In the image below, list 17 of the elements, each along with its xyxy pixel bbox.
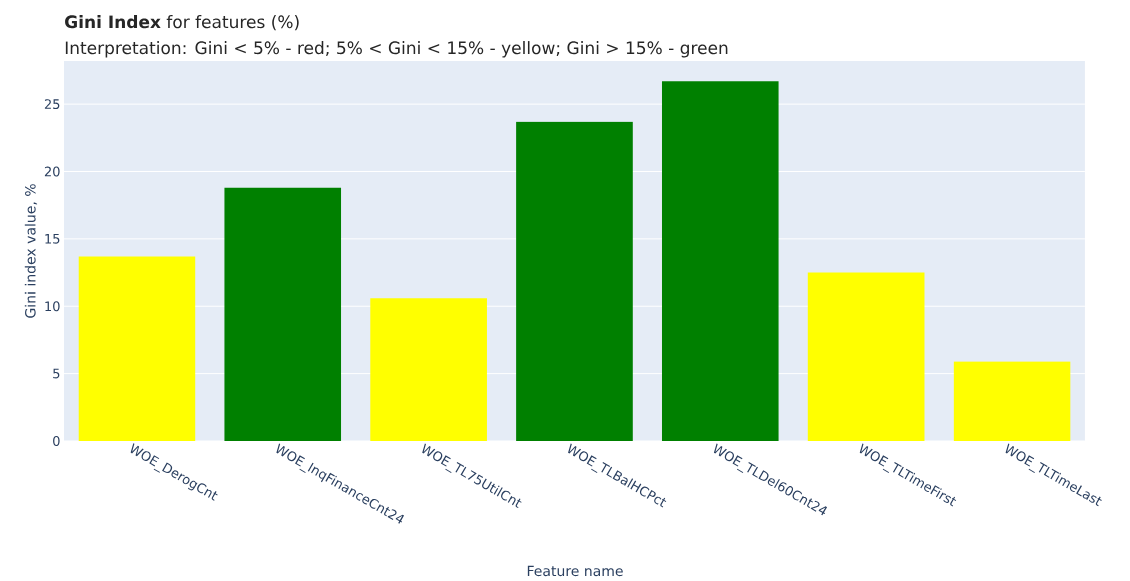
y-tick-label: 25 bbox=[44, 99, 60, 110]
y-axis-title: Gini index value, % bbox=[24, 184, 38, 318]
y-tick-label: 15 bbox=[45, 234, 60, 244]
y-tick-label: 0 bbox=[53, 436, 60, 446]
x-axis-title: Feature name bbox=[527, 565, 623, 577]
bar bbox=[78, 256, 196, 441]
bar bbox=[953, 361, 1071, 441]
bar bbox=[807, 272, 925, 441]
bar bbox=[224, 187, 342, 441]
bar bbox=[661, 81, 779, 441]
bar bbox=[516, 121, 633, 441]
chart-subtitle: Interpretation: Gini < 5% - red; 5% < Gini < 15% - yellow; Gini > 15% - green bbox=[65, 41, 728, 58]
y-tick-label: 5 bbox=[53, 368, 60, 379]
y-tick-label: 10 bbox=[45, 301, 60, 312]
chart-title: Gini Index for features (%) bbox=[65, 15, 299, 31]
y-tick-label: 20 bbox=[44, 166, 60, 177]
bar bbox=[370, 298, 487, 441]
